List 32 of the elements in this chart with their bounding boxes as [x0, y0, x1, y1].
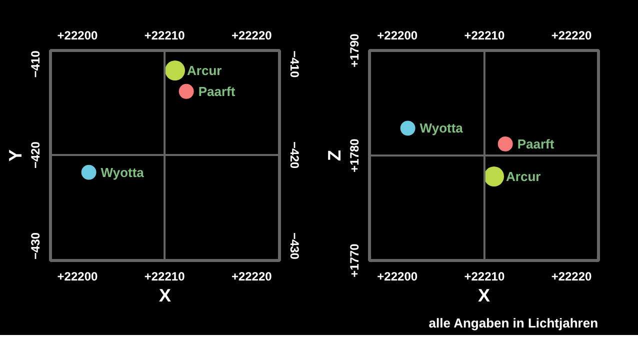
x2-tick-label: +22200	[57, 270, 98, 284]
y-tick-label: +1780	[348, 138, 362, 172]
x2-tick-label: +22200	[377, 270, 418, 284]
series-label: Wyotta	[420, 120, 464, 136]
y-axis-title: Y	[6, 149, 26, 162]
series-label: Paarft	[198, 84, 236, 99]
x-tick-label: +22210	[144, 28, 186, 42]
x-tick-label: +22200	[377, 28, 418, 42]
series-label: Wyotta	[100, 164, 145, 180]
x2-tick-label: +22220	[231, 270, 272, 284]
series-label: Arcur	[187, 63, 222, 78]
y-tick-label: −420	[28, 141, 42, 169]
x2-tick-label: +22220	[551, 270, 592, 284]
x2-tick-label: +22210	[144, 270, 186, 284]
x2-tick-label: +22210	[464, 270, 505, 284]
y-tick-label: −430	[28, 232, 42, 260]
y-tick-label: −410	[28, 50, 42, 78]
x-tick-label: +22220	[551, 28, 592, 42]
x-tick-label: +22210	[464, 28, 505, 42]
y2-tick-label: −420	[288, 142, 302, 169]
x-axis-title: X	[478, 286, 490, 306]
y2-tick-label: −410	[288, 50, 302, 78]
y-tick-label: +1770	[348, 243, 362, 278]
text: alle Angaben in Lichtjahren	[428, 316, 598, 330]
series-label: Arcur	[506, 169, 541, 184]
y-tick-label: +1790	[348, 33, 362, 68]
y-axis-title: Z	[324, 150, 344, 161]
x-tick-label: +22200	[57, 28, 98, 42]
x-axis-title: X	[158, 286, 172, 306]
series-label: Paarft	[517, 136, 555, 152]
y2-tick-label: −430	[288, 232, 302, 260]
x-tick-label: +22220	[231, 28, 272, 42]
